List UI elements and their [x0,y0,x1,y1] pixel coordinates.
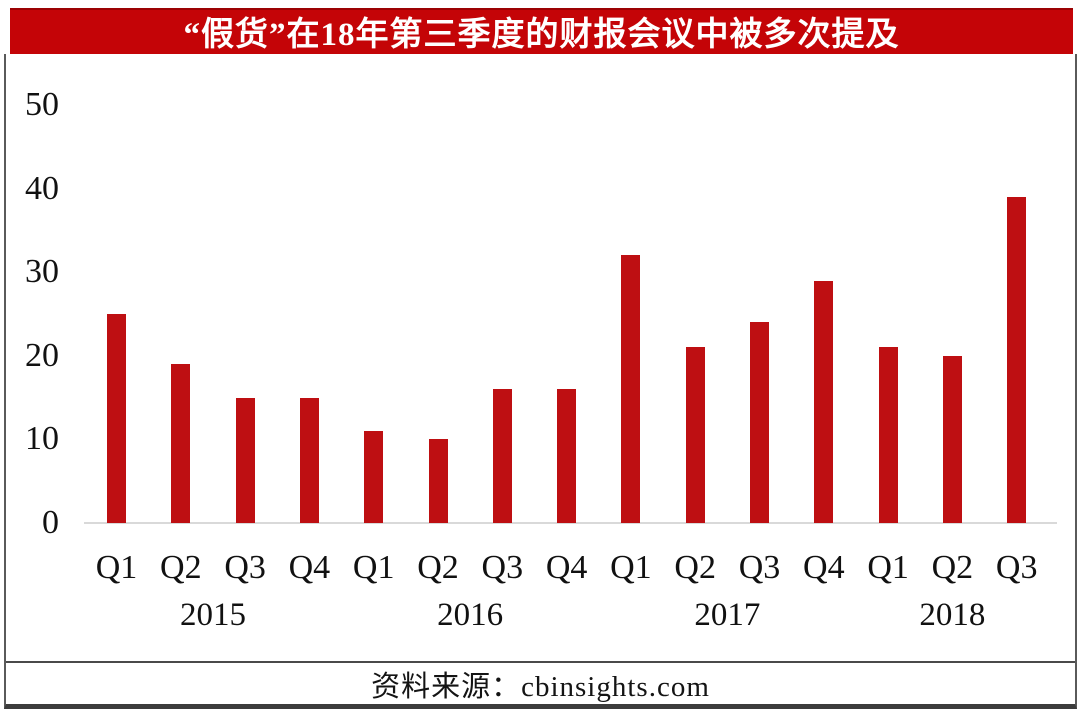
bar-q1-0 [107,314,126,523]
x-axis-tick-label: Q2 [160,549,202,586]
x-axis-tick-label: Q4 [803,549,845,586]
chart-frame: 0 10 20 30 40 50 Q1 Q2 Q3 Q4 Q1 Q2 Q3 Q4 Q1 Q2 Q3 Q4 Q1 Q2 Q… [4,54,1077,709]
x-axis-tick-label: Q2 [674,549,716,586]
year-label-2015: 2015 [179,597,246,633]
bar-q2-5 [428,439,448,523]
source-row: 资料来源：cbinsights.com [6,661,1075,704]
y-axis-tick-label: 20 [25,336,59,374]
x-axis-tick-label: Q3 [995,549,1038,586]
bar-q2-1 [171,364,191,523]
bar-q1-12 [878,347,898,523]
y-axis-tick-label: 10 [25,420,59,458]
bar-q3-14 [1007,197,1027,523]
x-axis-line [84,522,1057,524]
year-label-2016: 2016 [437,597,504,633]
x-axis-tick-label: Q3 [481,549,524,586]
x-axis-tick-label: Q2 [417,549,459,586]
chart-title-banner: “假货”在18年第三季度的财报会议中被多次提及 [10,8,1073,54]
y-axis-tick-label: 40 [25,169,59,207]
chart-title: “假货”在18年第三季度的财报会议中被多次提及 [183,17,900,53]
x-axis-tick-label: Q3 [738,549,781,586]
x-axis-tick-label: Q4 [288,549,331,586]
x-axis-tick-label: Q1 [95,549,138,586]
bar-q1-8 [621,255,641,523]
x-axis-tick-label: Q4 [545,549,588,586]
x-axis-tick-label: Q2 [931,549,974,586]
bar-q2-9 [685,347,705,523]
x-axis-tick-label: Q3 [224,549,266,586]
source-text: 资料来源：cbinsights.com [371,670,710,703]
year-label-2017: 2017 [694,597,761,633]
bar-q3-2 [235,398,255,523]
x-axis-tick-label: Q1 [867,549,909,586]
bar-q4-11 [814,281,834,523]
bar-q4-3 [299,398,319,523]
year-label-2018: 2018 [919,597,986,633]
bar-q3-10 [750,322,769,523]
bar-chart-plot: 0 10 20 30 40 50 Q1 Q2 Q3 Q4 Q1 Q2 Q3 Q4 Q1 Q2 Q3 Q4 Q1 Q2 Q… [6,54,1071,661]
x-axis-tick-label: Q1 [352,549,395,586]
y-axis-tick-label: 30 [25,253,59,291]
bar-q3-6 [492,389,512,523]
y-axis-tick-label: 50 [25,86,59,123]
bar-q1-4 [364,431,384,523]
bar-q2-13 [942,356,962,523]
bar-q4-7 [557,389,577,523]
x-axis-tick-label: Q1 [610,549,652,586]
y-axis-tick-label: 0 [42,504,59,541]
